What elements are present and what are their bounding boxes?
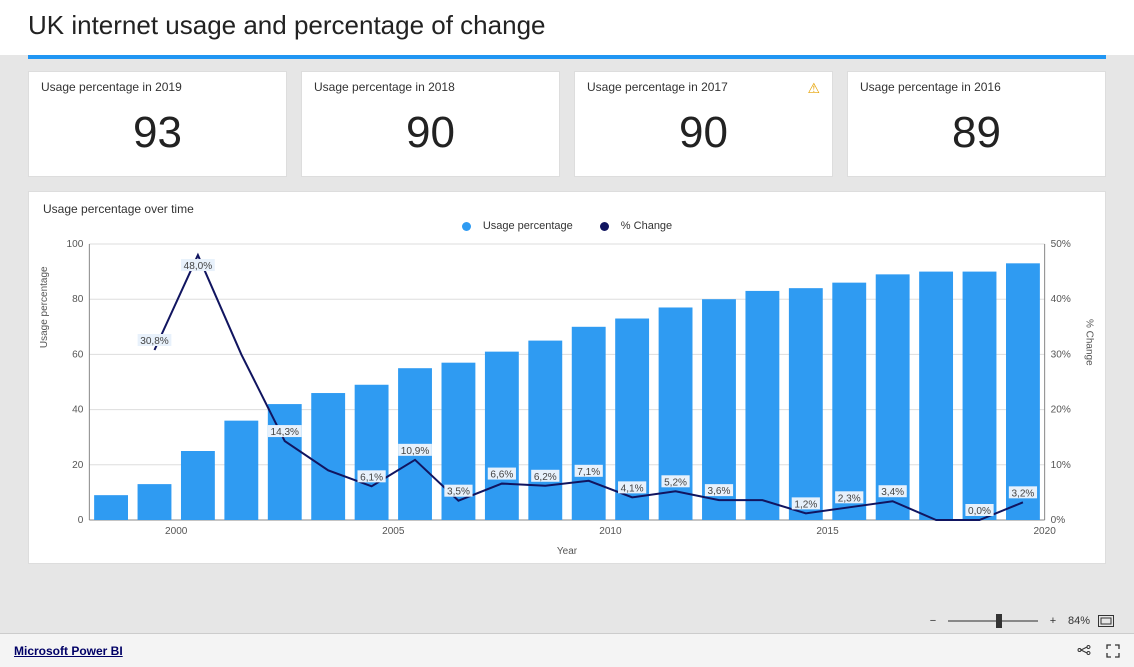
- zoom-toolbar: − + 84%: [926, 615, 1114, 627]
- card-value: 89: [860, 108, 1093, 158]
- svg-text:3,2%: 3,2%: [1011, 488, 1034, 499]
- card-2016[interactable]: Usage percentage in 2016 89: [847, 71, 1106, 177]
- powerbi-link[interactable]: Microsoft Power BI: [14, 644, 123, 658]
- card-value: 90: [314, 108, 547, 158]
- svg-text:2020: 2020: [1033, 526, 1056, 537]
- x-axis-label: Year: [43, 546, 1091, 557]
- svg-text:10,9%: 10,9%: [401, 445, 430, 456]
- svg-text:80: 80: [72, 294, 84, 305]
- svg-text:4,1%: 4,1%: [621, 483, 644, 494]
- card-value: 90: [587, 108, 820, 158]
- accent-line: [28, 55, 1106, 59]
- svg-text:20: 20: [72, 459, 84, 470]
- zoom-level-label: 84%: [1068, 615, 1090, 627]
- svg-text:6,6%: 6,6%: [490, 469, 513, 480]
- svg-text:7,1%: 7,1%: [577, 466, 600, 477]
- footer-bar: Microsoft Power BI: [0, 633, 1134, 667]
- svg-text:2015: 2015: [816, 526, 839, 537]
- svg-text:3,5%: 3,5%: [447, 486, 470, 497]
- card-title: Usage percentage in 2018: [314, 80, 547, 94]
- svg-text:60: 60: [72, 349, 84, 360]
- chart-plot: Usage percentage % Change 0204060801000%…: [43, 234, 1091, 544]
- svg-text:6,1%: 6,1%: [360, 472, 383, 483]
- chart-panel[interactable]: Usage percentage over time Usage percent…: [28, 191, 1106, 564]
- y-right-axis-label: % Change: [1084, 318, 1095, 365]
- svg-text:30,8%: 30,8%: [140, 336, 169, 347]
- svg-text:48,0%: 48,0%: [184, 261, 213, 272]
- y-left-axis-label: Usage percentage: [39, 266, 50, 348]
- card-title: Usage percentage in 2017: [587, 80, 820, 94]
- legend-item-line[interactable]: % Change: [594, 220, 678, 232]
- svg-text:50%: 50%: [1051, 239, 1071, 250]
- svg-text:2005: 2005: [382, 526, 405, 537]
- chart-title: Usage percentage over time: [43, 202, 1091, 216]
- cards-row: Usage percentage in 2019 93 Usage percen…: [0, 71, 1134, 191]
- report-canvas: UK internet usage and percentage of chan…: [0, 0, 1134, 564]
- page-title: UK internet usage and percentage of chan…: [28, 10, 1106, 41]
- svg-text:14,3%: 14,3%: [270, 427, 299, 438]
- svg-text:5,2%: 5,2%: [664, 477, 687, 488]
- fullscreen-icon[interactable]: [1106, 644, 1120, 658]
- svg-text:40%: 40%: [1051, 294, 1071, 305]
- svg-text:40: 40: [72, 404, 84, 415]
- svg-text:100: 100: [67, 239, 84, 250]
- card-title: Usage percentage in 2016: [860, 80, 1093, 94]
- card-title: Usage percentage in 2019: [41, 80, 274, 94]
- card-value: 93: [41, 108, 274, 158]
- svg-text:10%: 10%: [1051, 459, 1071, 470]
- card-2019[interactable]: Usage percentage in 2019 93: [28, 71, 287, 177]
- svg-text:30%: 30%: [1051, 349, 1071, 360]
- svg-text:3,6%: 3,6%: [708, 486, 731, 497]
- zoom-slider[interactable]: [948, 620, 1038, 622]
- card-2018[interactable]: Usage percentage in 2018 90: [301, 71, 560, 177]
- svg-text:2010: 2010: [599, 526, 622, 537]
- warning-icon: ⚠: [807, 80, 820, 97]
- legend-item-bar[interactable]: Usage percentage: [456, 220, 579, 232]
- svg-text:0,0%: 0,0%: [968, 506, 991, 517]
- svg-text:0: 0: [78, 515, 84, 526]
- svg-text:1,2%: 1,2%: [794, 499, 817, 510]
- zoom-thumb[interactable]: [996, 614, 1002, 628]
- svg-text:2,3%: 2,3%: [838, 493, 861, 504]
- svg-text:20%: 20%: [1051, 404, 1071, 415]
- fit-to-page-icon[interactable]: [1098, 615, 1114, 627]
- svg-text:2000: 2000: [165, 526, 188, 537]
- chart-legend: Usage percentage % Change: [43, 220, 1091, 234]
- zoom-in-button[interactable]: +: [1046, 615, 1060, 627]
- title-bar: UK internet usage and percentage of chan…: [0, 0, 1134, 55]
- card-2017[interactable]: Usage percentage in 2017 ⚠ 90: [574, 71, 833, 177]
- svg-text:6,2%: 6,2%: [534, 471, 557, 482]
- svg-text:0%: 0%: [1051, 515, 1066, 526]
- share-icon[interactable]: [1076, 643, 1092, 659]
- svg-text:3,4%: 3,4%: [881, 487, 904, 498]
- zoom-out-button[interactable]: −: [926, 615, 940, 627]
